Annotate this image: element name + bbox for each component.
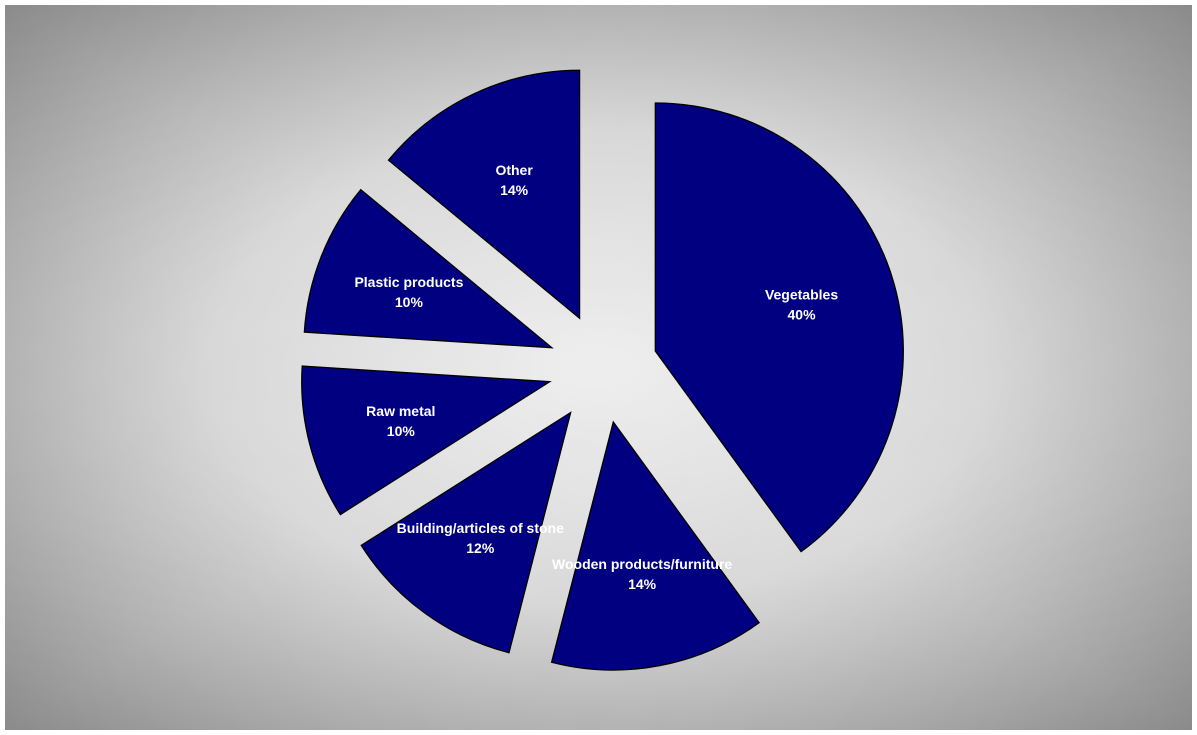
pie-slice-raw-metal [301,365,552,516]
slice-percent-label: 14% [500,182,529,198]
slice-label: Plastic products [354,274,463,290]
slice-percent-label: 12% [466,540,495,556]
pie-slice-wooden-products-furniture [550,420,760,671]
slices-layer [301,69,904,671]
slice-label: Other [495,162,533,178]
slice-percent-label: 14% [628,576,657,592]
chart-area: Vegetables 40% Wooden products/furniture 14… [5,5,1192,730]
slice-percent-label: 10% [395,294,424,310]
slice-percent-label: 10% [387,423,416,439]
pie-slice-other [387,69,581,320]
labels-layer: Vegetables 40% Wooden products/furniture 14… [354,162,838,592]
pie-slice-vegetables [654,102,904,553]
slice-label: Wooden products/furniture [552,556,732,572]
pie-slice-plastic-products [303,188,554,349]
slice-label: Raw metal [366,403,435,419]
pie-chart: Vegetables 40% Wooden products/furniture 14… [5,5,1192,730]
pie-slice-building-articles-of-stone [360,411,572,654]
slice-label: Building/articles of stone [397,520,564,536]
slice-percent-label: 40% [788,306,817,322]
slice-label: Vegetables [765,286,838,302]
